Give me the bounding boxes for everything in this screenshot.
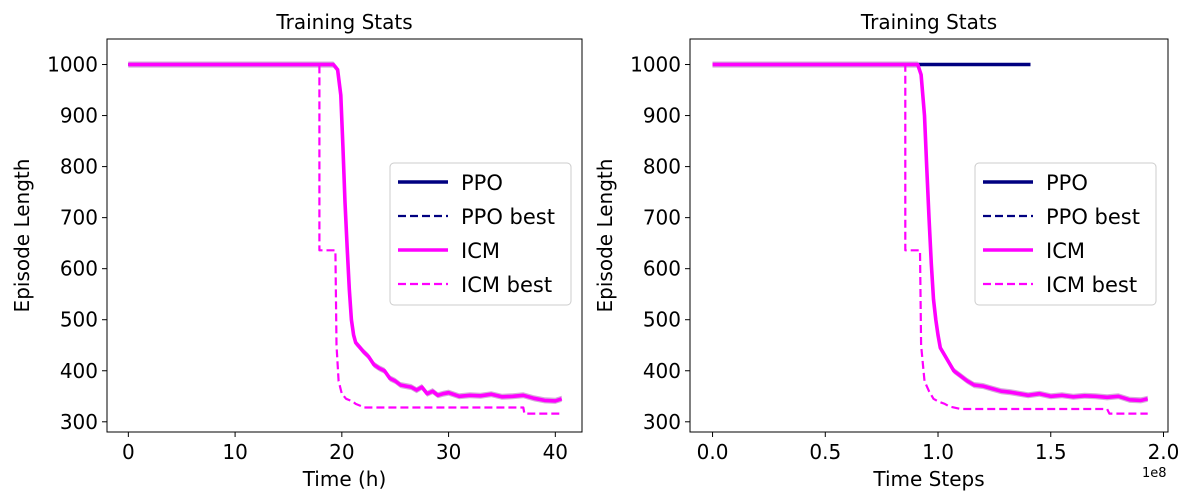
legend-label-3: ICM best: [1046, 273, 1137, 297]
legend-label-0: PPO: [461, 171, 503, 195]
series-line-3: [712, 63, 1148, 415]
legend-box: [974, 162, 1157, 306]
x-tick-label: 10: [222, 440, 247, 464]
series-line-3: [128, 63, 562, 415]
x-axis-label: Time (h): [302, 467, 387, 491]
x-tick-label: 0.0: [697, 440, 729, 464]
axes-frame: [106, 38, 583, 433]
y-tick-label: 900: [643, 104, 681, 128]
x-tick-label: 2.0: [1148, 440, 1180, 464]
y-tick-label: 500: [643, 308, 681, 332]
y-axis-label: Episode Length: [593, 159, 617, 313]
legend-label-3: ICM best: [461, 273, 552, 297]
chart-title: Training Stats: [275, 10, 412, 34]
series-line-2: [128, 62, 563, 403]
legend: PPO PPO best ICM ICM best: [389, 162, 572, 306]
x-tick-label: 1.0: [922, 440, 954, 464]
y-tick-label: 500: [60, 308, 98, 332]
y-tick-label: 600: [60, 257, 98, 281]
x-tick-label: 20: [329, 440, 354, 464]
y-tick-label: 400: [60, 359, 98, 383]
legend-label-2: ICM: [1046, 239, 1085, 263]
legend: PPO PPO best ICM ICM best: [974, 162, 1157, 306]
y-tick-label: 700: [643, 206, 681, 230]
chart-panel-left: Training Stats 0 10 20 30 40 300 400 500 600 700 80…: [10, 10, 583, 491]
y-tick-label: 400: [643, 359, 681, 383]
x-tick-label: 0: [122, 440, 135, 464]
chart-title: Training Stats: [860, 10, 997, 34]
legend-label-1: PPO best: [461, 205, 555, 229]
x-offset-label: 1e8: [1142, 466, 1167, 481]
y-tick-label: 300: [60, 410, 98, 434]
legend-label-1: PPO best: [1046, 205, 1140, 229]
series-line-2: [712, 62, 1149, 403]
x-tick-label: 30: [436, 440, 461, 464]
y-tick-label: 1000: [630, 53, 681, 77]
y-axis-label: Episode Length: [10, 159, 34, 313]
legend-label-0: PPO: [1046, 171, 1088, 195]
y-tick-label: 700: [60, 206, 98, 230]
x-axis-label: Time Steps: [872, 467, 984, 491]
y-tick-label: 800: [643, 155, 681, 179]
y-tick-label: 300: [643, 410, 681, 434]
y-tick-label: 600: [643, 257, 681, 281]
axes-frame: [689, 38, 1169, 433]
x-tick-label: 40: [543, 440, 568, 464]
legend-box: [389, 162, 572, 306]
y-tick-label: 1000: [47, 53, 98, 77]
y-tick-label: 900: [60, 104, 98, 128]
plot-area: [712, 61, 1149, 415]
chart-panel-right: Training Stats 0.0 0.5 1.0 1.5 2.0 300 400 500 60…: [593, 10, 1179, 491]
plot-area: [128, 61, 563, 415]
y-tick-label: 800: [60, 155, 98, 179]
x-tick-label: 1.5: [1035, 440, 1067, 464]
x-tick-label: 0.5: [809, 440, 841, 464]
legend-label-2: ICM: [461, 239, 500, 263]
